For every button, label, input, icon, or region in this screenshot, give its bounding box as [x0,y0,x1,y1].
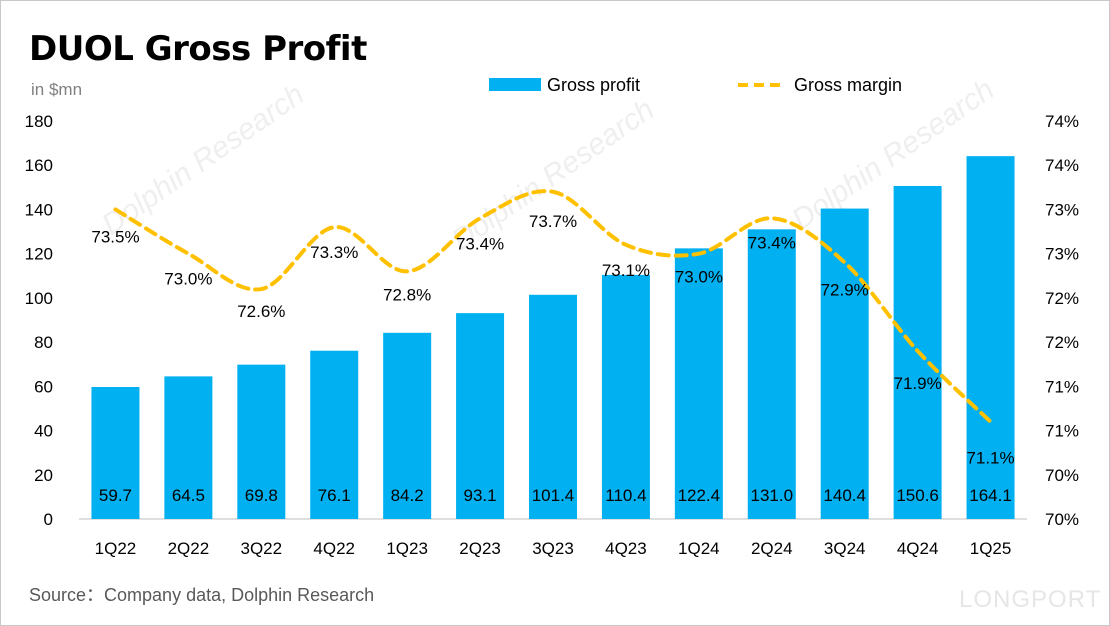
y-right-tick-label: 72% [1045,333,1079,352]
bar-label-2Q23: 93.1 [464,486,497,505]
x-tick-label-3Q24: 3Q24 [824,539,866,558]
watermark-text: Dolphin Research [96,78,310,242]
bar-label-2Q24: 131.0 [750,486,793,505]
bar-label-3Q23: 101.4 [532,486,575,505]
y-right-tick-label: 71% [1045,422,1079,441]
y-right-tick-label: 70% [1045,466,1079,485]
x-tick-label-2Q22: 2Q22 [168,539,210,558]
legend: Gross profit Gross margin [489,75,902,95]
y-left-tick-label: 20 [34,466,53,485]
y-right-tick-label: 72% [1045,289,1079,308]
y-right-tick-label: 73% [1045,200,1079,219]
bar-2Q22 [164,376,213,519]
bar-label-1Q24: 122.4 [678,486,721,505]
margin-labels-layer: 73.5% 73.0% 72.6% 73.3% 72.8% 73.4% 73.7% 73.1%… [91,212,1014,468]
margin-label-2Q22: 73.0% [164,270,212,289]
y-left-tick-label: 160 [25,156,53,175]
bar-4Q23 [601,274,650,519]
margin-label-4Q24: 71.9% [894,374,942,393]
margin-label-1Q24: 73.0% [675,268,723,287]
bar-1Q23 [383,332,432,519]
y-left-ticks: 0 20 40 60 80 100 120 140 160 180 [25,112,53,529]
x-tick-label-3Q22: 3Q22 [241,539,283,558]
y-left-tick-label: 40 [34,422,53,441]
y-right-tick-label: 74% [1045,156,1079,175]
x-tick-label-4Q24: 4Q24 [897,539,939,558]
bar-2Q24 [747,229,796,519]
bar-1Q24 [674,248,723,520]
x-tick-label-1Q24: 1Q24 [678,539,720,558]
y-right-tick-label: 74% [1045,112,1079,131]
margin-label-2Q24: 73.4% [748,233,796,252]
x-tick-label-1Q22: 1Q22 [95,539,137,558]
bar-label-4Q23: 110.4 [605,486,646,505]
bar-label-1Q23: 84.2 [391,486,424,505]
bar-label-4Q22: 76.1 [318,486,351,505]
y-left-tick-label: 140 [25,200,53,219]
x-tick-label-2Q23: 2Q23 [459,539,501,558]
margin-label-1Q22: 73.5% [91,227,139,246]
x-tick-label-1Q23: 1Q23 [386,539,428,558]
margin-line-layer [113,189,993,424]
x-tick-label-3Q23: 3Q23 [532,539,574,558]
y-left-tick-label: 180 [25,112,53,131]
margin-label-2Q23: 73.4% [456,234,504,253]
bar-label-3Q24: 140.4 [823,486,866,505]
watermark-text: Dolphin Research [446,93,660,257]
y-left-tick-label: 60 [34,377,53,396]
bar-1Q25 [966,156,1015,519]
margin-label-1Q25: 71.1% [966,449,1014,468]
source-note: Source：Company data, Dolphin Research [29,585,375,605]
bar-labels-layer: 59.7 64.5 69.8 76.1 84.2 93.1 101.4 110.4 122.4 1… [99,486,1012,505]
y-left-tick-label: 0 [44,510,53,529]
brand-logo: LONGPORT [959,586,1102,613]
bar-label-2Q22: 64.5 [172,486,205,505]
bar-3Q23 [529,294,577,519]
bar-1Q22 [91,386,140,519]
y-right-ticks: 70% 70% 71% 71% 72% 72% 73% 73% 74% 74% [1045,112,1079,529]
x-tick-label-4Q23: 4Q23 [605,539,647,558]
bar-3Q24 [820,208,869,519]
margin-label-3Q22: 72.6% [237,302,285,321]
unit-label: in $mn [31,80,83,99]
x-tick-label-1Q25: 1Q25 [970,539,1012,558]
legend-label-gross-profit: Gross profit [547,75,640,95]
margin-label-3Q24: 72.9% [821,281,869,300]
gross-margin-line [113,189,993,424]
margin-label-1Q23: 72.8% [383,285,431,304]
y-left-tick-label: 100 [25,289,53,308]
bars-layer [91,156,1015,520]
bar-2Q23 [456,313,505,519]
bar-label-4Q24: 150.6 [896,486,939,505]
margin-label-4Q22: 73.3% [310,243,358,262]
legend-swatch-gross-profit [489,78,541,91]
x-ticks: 1Q22 2Q22 3Q22 4Q22 1Q23 2Q23 3Q23 4Q23 1Q24 2Q24… [95,539,1012,558]
margin-label-4Q23: 73.1% [602,261,650,280]
bar-label-3Q22: 69.8 [245,486,278,505]
bar-label-1Q22: 59.7 [99,486,132,505]
margin-label-3Q23: 73.7% [529,212,577,231]
y-right-tick-label: 70% [1045,510,1079,529]
y-left-tick-label: 120 [25,245,53,264]
y-right-tick-label: 71% [1045,377,1079,396]
legend-label-gross-margin: Gross margin [794,75,902,95]
bar-4Q22 [310,350,359,519]
bar-3Q22 [237,364,286,519]
x-tick-label-2Q24: 2Q24 [751,539,793,558]
bar-label-1Q25: 164.1 [969,486,1012,505]
chart-title: DUOL Gross Profit [29,29,367,69]
x-tick-label-4Q22: 4Q22 [313,539,355,558]
y-left-tick-label: 80 [34,333,53,352]
y-right-tick-label: 73% [1045,245,1079,264]
